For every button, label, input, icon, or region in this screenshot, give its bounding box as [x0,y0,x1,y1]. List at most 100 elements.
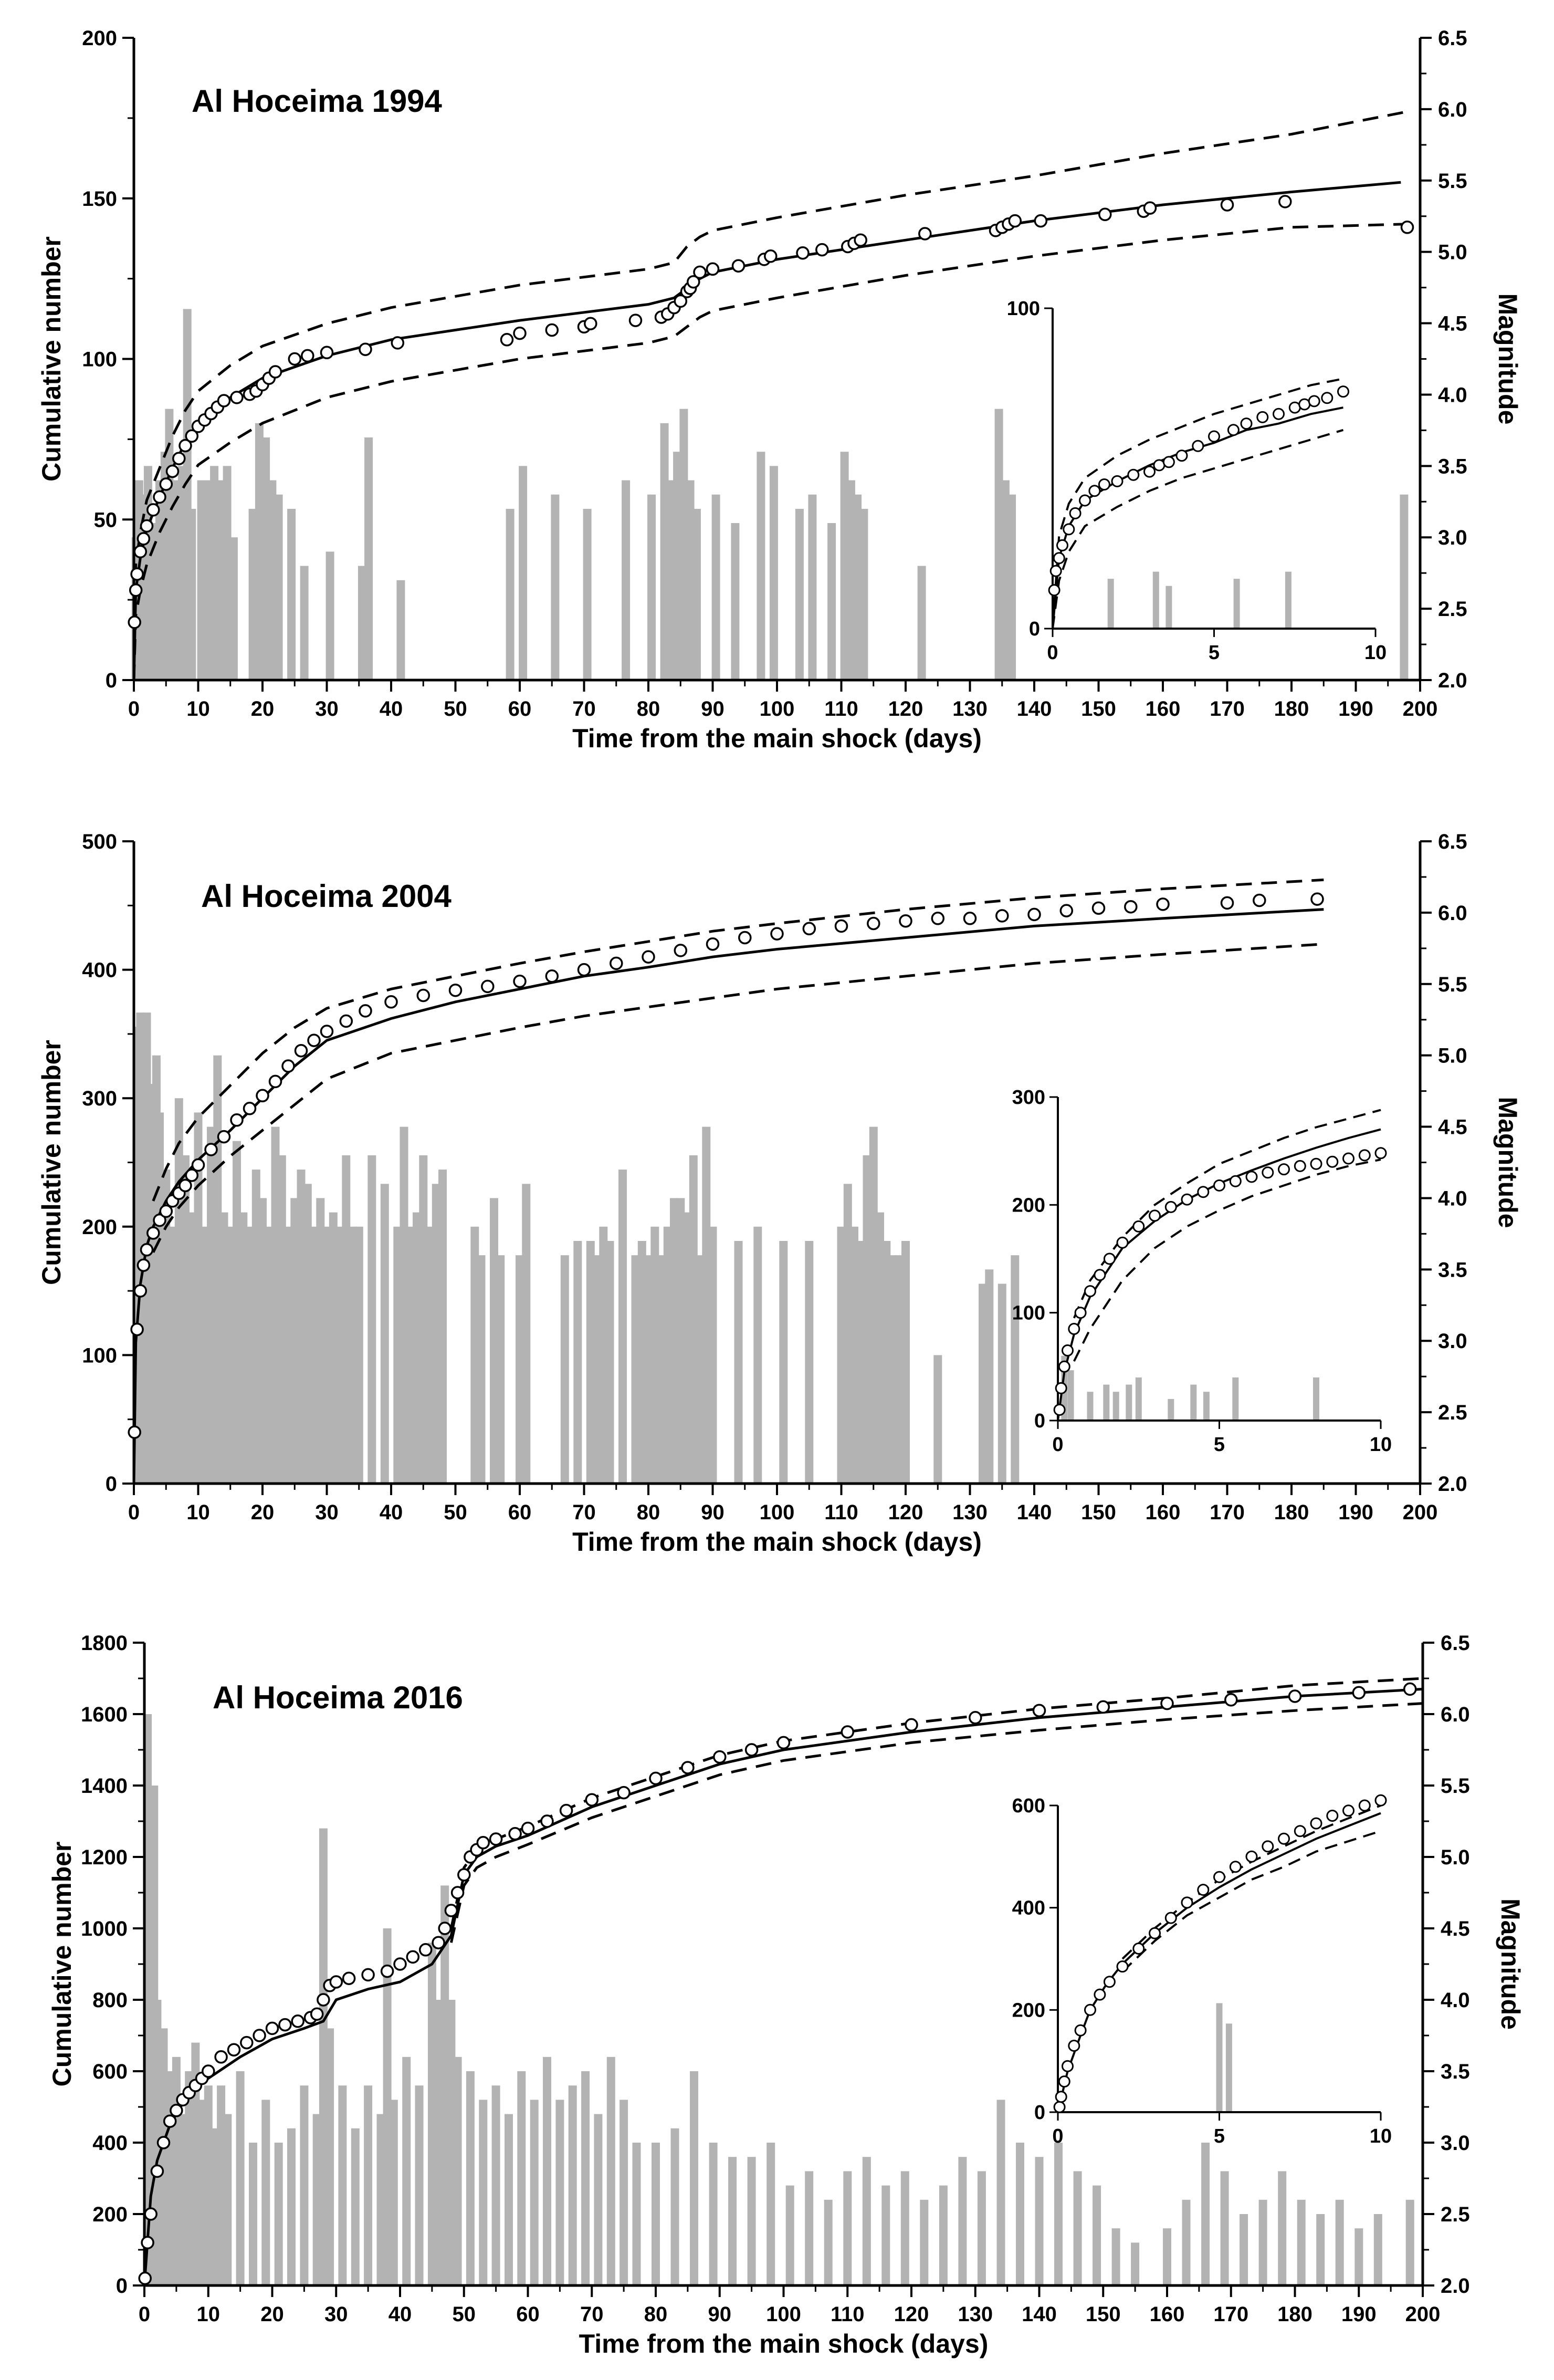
observed-point [1091,901,1106,915]
magnitude-bar [1011,1255,1020,1484]
inset-observed-point [1049,565,1062,577]
inset-y-tick-label: 300 [1012,1087,1045,1109]
magnitude-bar [686,480,695,680]
x-tick-label: 170 [1210,1501,1245,1524]
observed-point [141,2236,154,2250]
x-tick-label: 20 [251,1501,275,1524]
magnitude-bar [920,2199,929,2285]
y2-tick-label: 2.0 [1438,669,1467,692]
inset-magnitude-bar [1313,1377,1319,1421]
magnitude-bar [769,466,778,680]
observed-point [628,314,643,327]
magnitude-bar [888,1255,897,1484]
x-axis-title: Time from the main shock (days) [572,1527,982,1557]
inset-observed-point [1149,1927,1161,1939]
magnitude-bar [213,1055,222,1484]
inset-observed-point [1213,1871,1225,1883]
x-tick-label: 190 [1341,2303,1377,2326]
magnitude-bar [396,580,405,680]
magnitude-bar [438,1170,447,1484]
observed-point [268,365,282,379]
magnitude-bar [808,494,817,680]
inset-observed-point [1098,478,1110,490]
confidence-upper-line [132,110,1408,681]
observed-point [281,1059,295,1073]
magnitude-bar [415,2085,424,2285]
magnitude-bar [400,1126,408,1484]
magnitude-bar [268,480,277,680]
magnitude-bar [869,1126,878,1484]
magnitude-bar [682,1212,691,1484]
magnitude-bar [1297,2199,1306,2285]
inset-observed-point [1374,1147,1387,1160]
x-tick-label: 60 [516,2303,540,2326]
magnitude-bar [985,1269,994,1484]
observed-point [649,1771,663,1786]
magnitude-bar [171,480,180,680]
observed-point [165,464,180,478]
magnitude-bar [568,2085,577,2285]
inset-observed-point [1358,1799,1371,1812]
x-tick-label: 180 [1274,697,1309,721]
x-tick-label: 40 [388,2303,412,2326]
observed-point [178,1178,192,1193]
x-tick-label: 120 [888,1501,923,1524]
observed-point [969,1711,982,1725]
magnitude-bar [666,480,675,680]
inset-observed-point [1192,440,1204,452]
observed-point [150,2164,164,2178]
y-tick-label: 150 [82,187,117,211]
observed-point [577,963,591,977]
magnitude-bar [795,508,804,680]
magnitude-bar [406,1226,415,1484]
inset-magnitude-bar [1203,1392,1210,1421]
y2-axis-title: Magnitude [1493,294,1522,425]
y2-tick-label: 3.5 [1438,455,1467,478]
x-tick-label: 30 [315,697,339,721]
y2-axis-title: Magnitude [1493,1097,1522,1228]
inset-observed-point [1337,385,1349,398]
x-tick-label: 80 [637,697,660,721]
observed-point [202,2064,215,2078]
observed-point [130,1322,144,1337]
observed-point [687,275,700,289]
observed-point [204,1143,218,1156]
observed-point [391,336,405,350]
magnitude-bar [271,1126,280,1484]
inset-chart: 0 5 10 0 200 400 600 [1012,1794,1392,2147]
y-tick-label: 1400 [81,1774,128,1798]
y2-tick-label: 3.5 [1441,2060,1470,2083]
magnitude-bar [316,1198,325,1484]
observed-point [361,1968,375,1982]
inset-x-tick-label: 0 [1052,2125,1063,2147]
inset-observed-points [1048,385,1349,597]
x-tick-label: 100 [760,697,795,721]
x-tick-label: 60 [508,697,532,721]
x-tick-label: 130 [952,1501,988,1524]
inset-observed-point [1181,1896,1193,1909]
y-tick-label: 1600 [81,1703,128,1726]
magnitude-bar [708,1226,717,1484]
magnitude-bar [846,480,855,680]
x-tick-label: 40 [380,697,403,721]
magnitude-bar [747,2157,756,2285]
observed-point [1352,1686,1366,1699]
observed-point [867,916,880,931]
observed-point [674,294,688,308]
observed-point [545,323,559,337]
y2-tick-label: 2.5 [1438,598,1467,621]
x-tick-label: 160 [1150,2303,1185,2326]
magnitude-bar [593,1255,601,1484]
magnitude-bar [204,2085,213,2285]
observed-point [1224,1693,1238,1707]
y-axis-title: Cumulative number [37,1040,66,1285]
inset-observed-point [1127,468,1140,481]
magnitude-bar [207,1126,215,1484]
chart-title: Al Hoceima 2016 [213,1680,463,1715]
magnitude-bar [233,1141,241,1484]
y-tick-label: 1200 [81,1846,128,1869]
observed-point [432,1936,445,1949]
magnitude-bar [1182,2199,1191,2285]
y-tick-label: 0 [106,669,117,692]
